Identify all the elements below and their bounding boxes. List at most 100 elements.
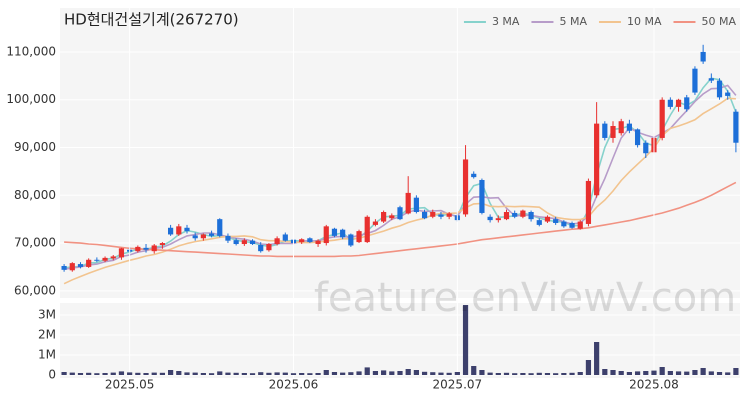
candle-body — [684, 97, 690, 110]
candle-body — [553, 219, 559, 223]
candle-body — [544, 216, 551, 222]
volume-bar — [684, 371, 690, 375]
volume-bar — [659, 367, 665, 375]
volume-bar — [528, 373, 534, 375]
candle-body — [274, 238, 280, 245]
candle-body — [364, 216, 370, 243]
volume-bar — [651, 370, 657, 375]
volume-bar — [479, 370, 485, 375]
volume-bar — [692, 370, 698, 375]
y-tick-label: 80,000 — [14, 188, 56, 202]
volume-bar — [331, 372, 338, 375]
candle-body — [618, 121, 624, 134]
ma-line — [63, 97, 736, 285]
candle-body — [577, 221, 583, 229]
volume-bar — [184, 372, 190, 375]
volume-bar — [118, 371, 125, 375]
volume-bar — [274, 372, 280, 375]
price-panel — [60, 8, 740, 298]
candle-body — [536, 220, 542, 225]
candle-body — [503, 212, 510, 220]
y-tick-label: 3M — [38, 308, 56, 322]
candle-body — [626, 123, 632, 131]
candle-body — [462, 159, 469, 215]
plot-layer: 60,000 70,000 80,000 90,000 100,000 110,000 50… — [6, 8, 740, 392]
candle-body — [487, 216, 493, 221]
y-tick-label: 1M — [38, 348, 56, 362]
candle-body — [217, 219, 223, 236]
candle-body — [381, 212, 387, 222]
y-tick-label: 100,000 — [6, 92, 56, 106]
volume-bar — [643, 371, 649, 375]
volume-bar — [446, 372, 452, 375]
volume-bar — [421, 371, 428, 375]
volume-bar — [544, 373, 551, 375]
legend-label: 10 MA — [627, 15, 662, 28]
candle-body — [102, 257, 108, 261]
candle-body — [602, 123, 608, 138]
y-tick-label: 70,000 — [14, 236, 56, 250]
volume-bar — [315, 373, 321, 375]
volume-bar — [495, 373, 501, 375]
volume-bar — [266, 372, 272, 375]
volume-bar — [176, 371, 182, 375]
volume-bar — [258, 372, 264, 375]
candle-body — [315, 240, 321, 245]
volume-bar — [127, 372, 133, 375]
volume-bar — [356, 371, 362, 375]
volume-bar — [585, 360, 592, 375]
candle-body — [192, 235, 198, 239]
candle-body — [561, 221, 567, 227]
candle-body — [77, 264, 84, 267]
candle-body — [692, 68, 698, 93]
x-tick-label: 2025.07 — [433, 378, 483, 392]
volume-bar — [389, 371, 395, 375]
volume-bar — [143, 373, 149, 375]
volume-bar — [299, 373, 305, 375]
x-tick-label: 2025.05 — [105, 378, 155, 392]
volume-bar — [208, 373, 215, 375]
candle-body — [110, 256, 116, 259]
volume-bar — [413, 370, 419, 375]
candle-body — [479, 179, 485, 213]
candle-body — [135, 246, 141, 252]
volume-bar — [225, 372, 231, 375]
volume-bar — [634, 371, 641, 375]
chart-title: HD현대건설기계(267270) — [64, 11, 239, 29]
volume-bar — [151, 372, 157, 375]
candle-body — [331, 228, 338, 236]
volume-bar — [135, 372, 141, 375]
candle-body — [430, 212, 436, 217]
volume-bar — [602, 369, 608, 375]
candle-body — [413, 197, 419, 213]
volume-bar — [200, 373, 206, 375]
candle-body — [340, 229, 346, 238]
candle-body — [266, 244, 272, 251]
candle-body — [659, 99, 665, 138]
volume-bar — [438, 372, 444, 375]
candle-body — [397, 207, 403, 220]
candle-body — [643, 142, 649, 154]
volume-bar — [94, 373, 100, 375]
candle-body — [421, 212, 428, 219]
candle-body — [356, 231, 362, 243]
volume-bar — [618, 371, 624, 375]
candle-body — [184, 227, 190, 232]
volume-bar — [69, 372, 75, 375]
candle-body — [495, 218, 501, 221]
volume-bar — [594, 342, 600, 375]
volume-bar — [454, 372, 460, 375]
volume-bar — [700, 368, 706, 375]
candle-body — [168, 227, 174, 235]
candle-body — [307, 238, 313, 243]
candle-body — [86, 259, 92, 267]
candle-body — [118, 248, 125, 258]
candle-body — [61, 265, 67, 270]
candle-body — [528, 212, 534, 220]
volume-bar — [716, 372, 723, 375]
volume-bar — [233, 372, 239, 375]
candle-body — [241, 240, 247, 245]
volume-bar — [61, 372, 67, 375]
